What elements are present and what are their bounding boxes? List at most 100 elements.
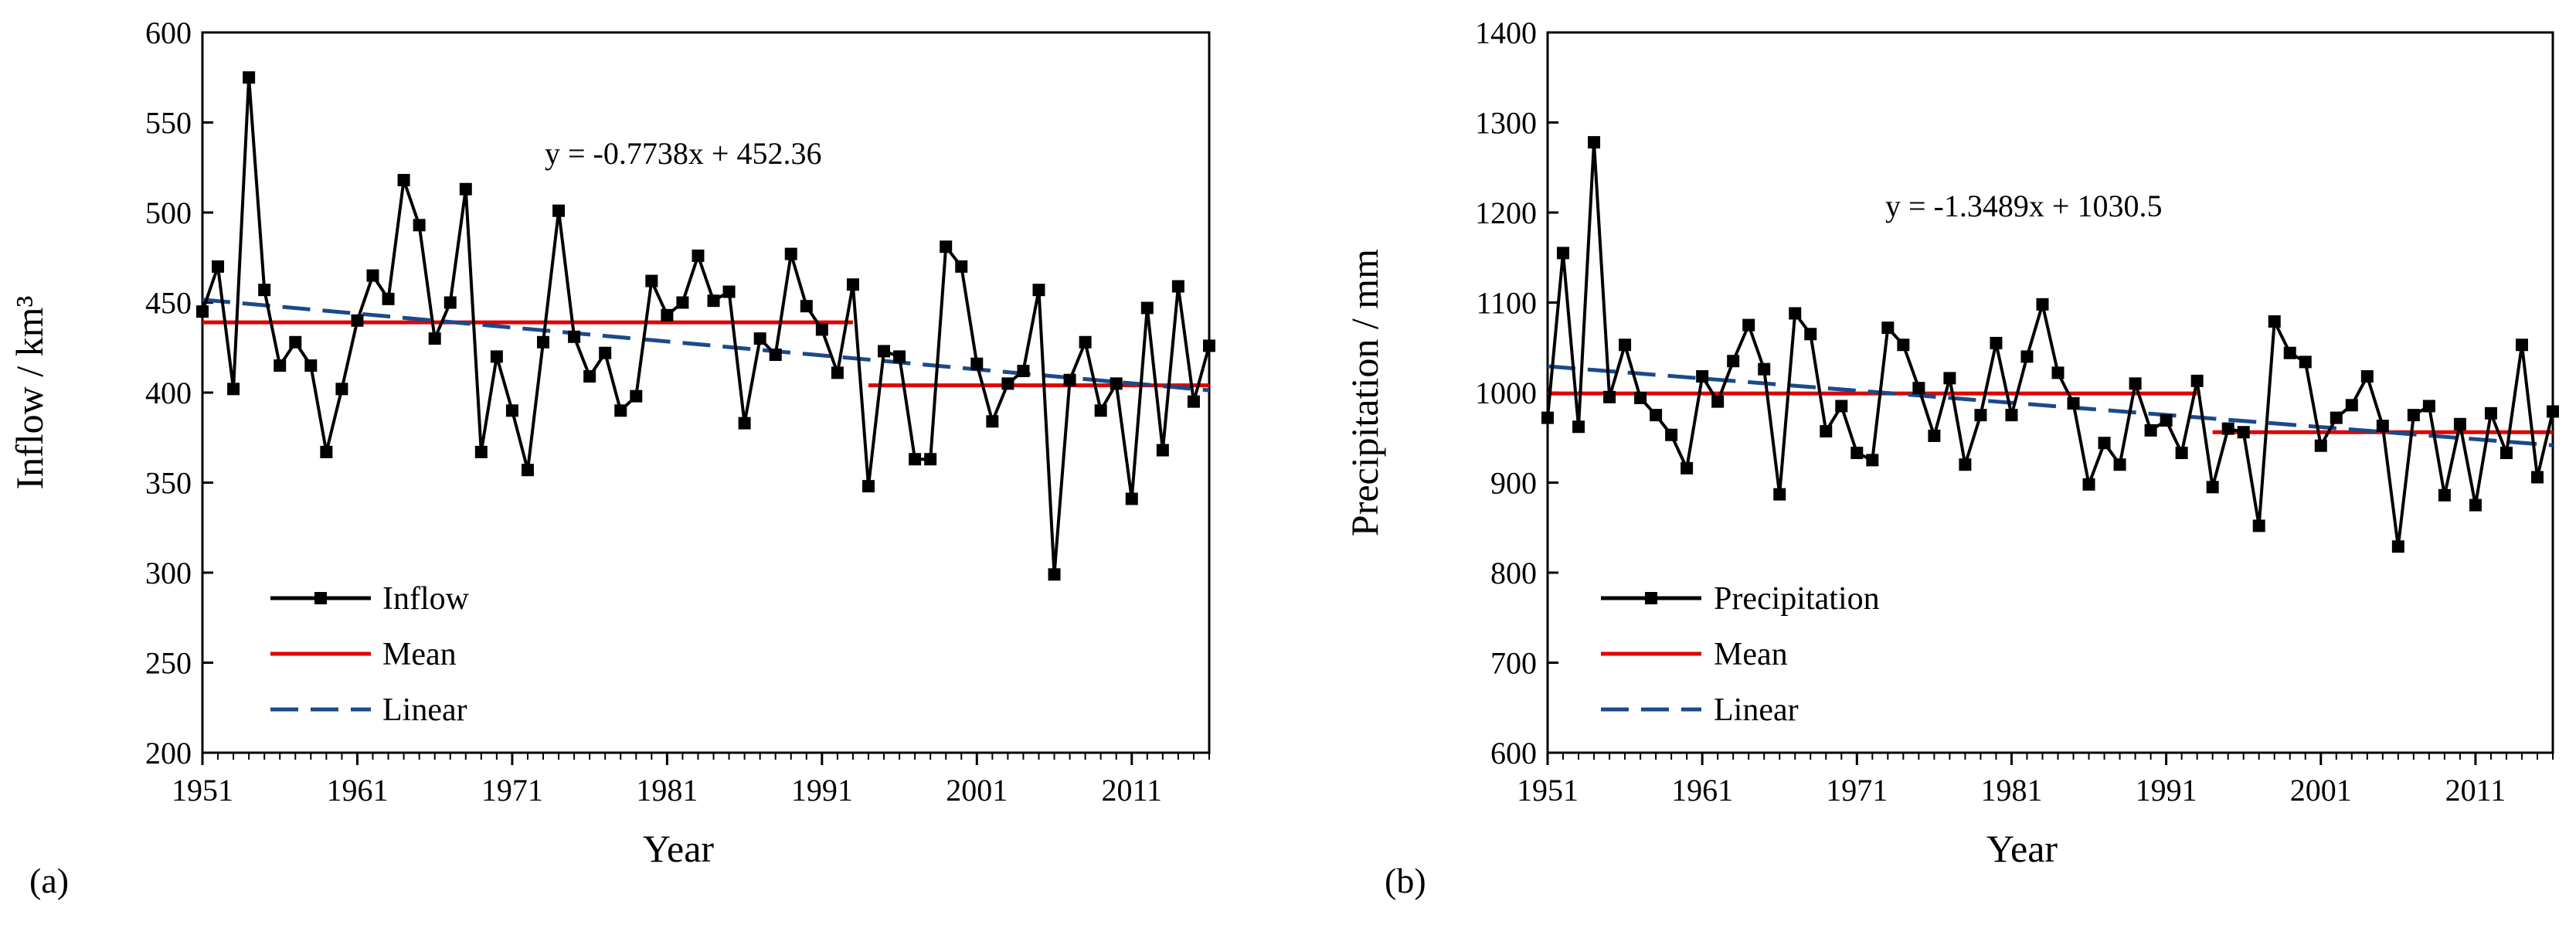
data-point bbox=[351, 314, 364, 327]
data-point bbox=[490, 350, 503, 363]
data-point bbox=[2268, 315, 2281, 328]
data-point bbox=[784, 247, 797, 260]
x-axis-title: Year bbox=[643, 827, 714, 870]
data-point bbox=[366, 269, 379, 282]
y-tick-label: 300 bbox=[145, 556, 192, 590]
data-point bbox=[1959, 458, 1972, 471]
data-point bbox=[227, 383, 240, 396]
data-point bbox=[846, 278, 859, 291]
data-point bbox=[2190, 374, 2204, 387]
data-point bbox=[614, 404, 627, 417]
y-tick-label: 250 bbox=[145, 646, 192, 681]
x-tick-label: 1981 bbox=[1980, 773, 2042, 808]
data-point bbox=[1881, 321, 1895, 335]
x-tick-label: 1981 bbox=[636, 773, 698, 808]
data-point bbox=[1063, 373, 1076, 386]
data-point bbox=[320, 445, 333, 458]
data-point bbox=[428, 332, 441, 345]
data-point bbox=[1110, 377, 1123, 390]
data-point bbox=[474, 445, 488, 458]
data-point bbox=[2299, 355, 2312, 369]
data-point bbox=[1820, 425, 1833, 438]
y-tick-label: 1200 bbox=[1475, 196, 1537, 230]
data-point bbox=[909, 453, 922, 466]
data-point bbox=[1850, 447, 1864, 460]
data-point bbox=[924, 453, 937, 466]
y-tick-label: 550 bbox=[145, 106, 192, 141]
data-point bbox=[1789, 307, 1802, 320]
data-point bbox=[2113, 458, 2126, 471]
data-point bbox=[1835, 400, 1848, 413]
x-tick-label: 1961 bbox=[326, 773, 388, 808]
data-point bbox=[753, 332, 766, 345]
y-tick-label: 600 bbox=[1490, 736, 1537, 770]
data-point bbox=[1094, 404, 1107, 417]
data-point bbox=[1943, 372, 1956, 385]
data-point bbox=[2144, 423, 2157, 437]
data-point bbox=[1017, 365, 1030, 378]
data-point bbox=[2453, 417, 2466, 430]
data-point bbox=[2530, 471, 2544, 484]
trend-line bbox=[1547, 364, 2554, 447]
data-point bbox=[815, 323, 828, 336]
data-point bbox=[258, 284, 271, 297]
data-point bbox=[568, 330, 581, 343]
data-point bbox=[505, 404, 518, 417]
y-tick-label: 900 bbox=[1490, 466, 1537, 501]
data-point bbox=[1650, 409, 1663, 422]
data-point bbox=[1171, 280, 1184, 293]
data-point bbox=[630, 389, 643, 403]
y-tick-label: 400 bbox=[145, 376, 192, 410]
data-point bbox=[335, 383, 348, 396]
trend-line bbox=[202, 298, 1210, 393]
data-point bbox=[2500, 447, 2513, 460]
data-point bbox=[2376, 420, 2389, 433]
data-point bbox=[676, 296, 689, 309]
legend-label: Precipitation bbox=[1714, 581, 1880, 617]
data-point bbox=[1990, 336, 2003, 349]
panel-label: (a) bbox=[29, 861, 69, 900]
data-point bbox=[2407, 409, 2420, 422]
data-point bbox=[1681, 461, 1694, 475]
data-point bbox=[1634, 391, 1647, 404]
data-point bbox=[2082, 478, 2095, 491]
legend-marker bbox=[314, 592, 327, 604]
data-point bbox=[2484, 406, 2497, 420]
legend: Inflow Mean Linear bbox=[270, 581, 470, 728]
data-point bbox=[413, 219, 426, 232]
legend: Precipitation Mean Linear bbox=[1601, 581, 1880, 728]
legend-label: Mean bbox=[1714, 637, 1788, 672]
data-point bbox=[2129, 377, 2142, 390]
data-point bbox=[2330, 411, 2343, 424]
x-tick-label: 1951 bbox=[1517, 773, 1579, 808]
data-point bbox=[1048, 568, 1061, 581]
y-tick-label: 500 bbox=[145, 196, 192, 230]
data-point bbox=[2283, 346, 2296, 359]
data-point bbox=[692, 249, 705, 262]
data-point bbox=[2469, 498, 2482, 512]
data-point bbox=[2438, 488, 2451, 502]
data-point bbox=[2314, 439, 2327, 452]
data-point bbox=[289, 335, 302, 349]
data-point bbox=[583, 370, 596, 383]
x-axis-title: Year bbox=[1986, 827, 2058, 870]
y-tick-label: 1000 bbox=[1475, 376, 1537, 410]
data-point bbox=[893, 350, 906, 363]
y-tick-label: 700 bbox=[1490, 646, 1537, 681]
x-tick-label: 2011 bbox=[2445, 773, 2506, 808]
x-tick-label: 2001 bbox=[946, 773, 1008, 808]
data-point bbox=[2036, 298, 2049, 311]
data-point bbox=[2360, 370, 2374, 383]
legend-label: Linear bbox=[382, 692, 467, 728]
data-point bbox=[1665, 428, 1678, 441]
data-point bbox=[1203, 339, 1215, 352]
y-tick-label: 350 bbox=[145, 466, 192, 501]
data-point bbox=[1912, 382, 1925, 395]
data-point bbox=[940, 240, 953, 253]
data-point bbox=[1696, 370, 1709, 383]
y-tick-label: 200 bbox=[145, 736, 192, 770]
data-point bbox=[769, 349, 782, 362]
chart-panel-b: 600 700 800 900 1000 1100 1200 1300 1400 1951 1961… bbox=[1343, 15, 2559, 900]
y-tick-label: 1400 bbox=[1475, 15, 1537, 50]
trend-equation: y = -1.3489x + 1030.5 bbox=[1885, 189, 2162, 223]
